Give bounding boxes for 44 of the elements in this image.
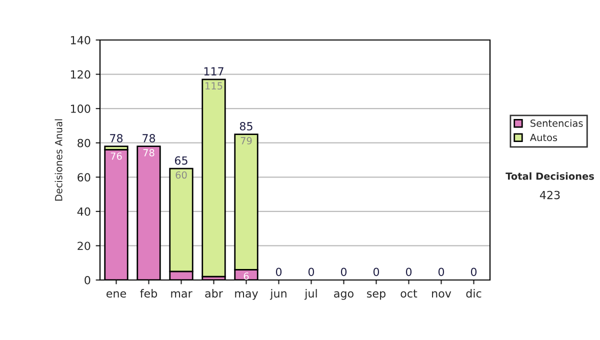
legend-label: Autos — [530, 134, 558, 142]
data-label: 6 — [244, 272, 249, 280]
data-label: 78 — [143, 149, 154, 156]
x-tick-label: oct — [400, 290, 418, 298]
x-tick-label: mar — [171, 291, 192, 298]
total-label: 65 — [174, 156, 188, 165]
total-label: 0 — [340, 268, 347, 276]
bar — [202, 78, 226, 278]
x-tick-label: sep — [367, 291, 386, 300]
data-label: 60 — [176, 171, 187, 179]
x-tick-label: abr — [205, 289, 223, 298]
text: Total Decisiones — [506, 172, 594, 180]
y-tick-label: 120 — [70, 70, 90, 79]
y-tick-label: 140 — [70, 36, 90, 44]
total-label: 0 — [406, 268, 412, 276]
x-tick-label: may — [235, 291, 258, 300]
text: 423 — [540, 190, 560, 200]
y-tick-label: 100 — [70, 104, 90, 113]
x-tick-label: nov — [432, 291, 452, 298]
legend-label: Sentencias — [530, 119, 583, 127]
x-tick-label: dic — [466, 289, 482, 298]
total-label: 0 — [308, 268, 314, 276]
data-label: 76 — [110, 152, 122, 160]
total-label: 0 — [276, 268, 282, 276]
y-tick-label: 80 — [78, 138, 90, 148]
data-label: 79 — [240, 137, 252, 144]
x-tick-label: ene — [106, 291, 126, 298]
total-label: 85 — [240, 122, 252, 130]
y-tick-label: 60 — [78, 173, 90, 182]
total-label: 0 — [373, 268, 380, 276]
x-tick-label: jul — [304, 289, 317, 300]
total-label: 0 — [470, 268, 477, 276]
y-tick-label: 40 — [77, 207, 90, 216]
x-tick-label: jun — [270, 289, 286, 300]
x-tick-label: ago — [334, 291, 354, 300]
y-tick-label: 0 — [84, 276, 90, 284]
data-label: 115 — [206, 82, 222, 90]
total-label: 117 — [204, 67, 224, 76]
total-label: 78 — [110, 134, 123, 142]
y-tick-label: 20 — [78, 242, 90, 250]
total-label: 0 — [438, 268, 444, 276]
total-label: 78 — [142, 134, 156, 142]
y-axis-title: Decisiones Anual — [54, 119, 62, 201]
x-tick-label: feb — [140, 289, 158, 298]
